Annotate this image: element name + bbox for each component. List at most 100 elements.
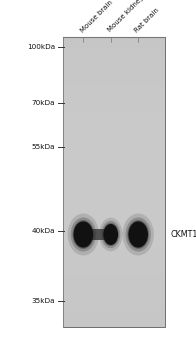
Bar [63,269,165,273]
Ellipse shape [99,218,122,251]
Bar [89,229,106,240]
Bar [63,178,165,182]
Bar [63,182,165,186]
Bar [63,309,165,313]
Bar [63,229,165,233]
Bar [63,189,165,193]
Ellipse shape [101,221,120,248]
Ellipse shape [127,220,149,249]
Bar [63,88,165,91]
Bar [63,37,165,327]
Bar [63,306,165,309]
Bar [63,266,165,269]
Bar [63,106,165,109]
Bar [63,171,165,175]
Bar [63,55,165,58]
Bar [63,51,165,55]
Bar [63,117,165,120]
Ellipse shape [103,224,118,245]
Bar [63,262,165,266]
Bar [63,69,165,73]
Text: Mouse kidney: Mouse kidney [106,0,145,33]
Bar [63,215,165,218]
Bar [63,113,165,117]
Ellipse shape [125,217,151,252]
Bar [63,73,165,77]
Bar [63,218,165,222]
Bar [63,204,165,208]
Bar [63,66,165,69]
Bar [63,84,165,88]
Bar [63,222,165,226]
Bar [63,139,165,142]
Bar [63,211,165,215]
Bar [63,44,165,48]
Bar [63,48,165,51]
Text: Rat brain: Rat brain [134,6,161,33]
Bar [63,225,165,229]
Bar [63,160,165,164]
Bar [63,291,165,295]
Ellipse shape [122,214,154,256]
Bar [63,247,165,251]
Bar [63,197,165,200]
Bar [63,287,165,291]
Bar [63,127,165,131]
Bar [63,237,165,240]
Bar [63,233,165,237]
Bar [63,208,165,211]
Bar [63,135,165,138]
Bar [63,142,165,146]
Bar [63,200,165,204]
Text: CKMT1B: CKMT1B [171,230,196,239]
Bar [63,313,165,316]
Bar [63,156,165,160]
Ellipse shape [68,214,99,256]
Text: 35kDa: 35kDa [31,298,55,304]
Text: 70kDa: 70kDa [31,100,55,106]
Bar [63,316,165,320]
Bar [63,280,165,284]
Bar [63,80,165,84]
Bar [63,102,165,106]
Bar [63,37,165,327]
Bar [63,40,165,44]
Bar [63,255,165,258]
Bar [63,149,165,153]
Bar [63,240,165,244]
Ellipse shape [128,222,148,248]
Bar [63,186,165,189]
Bar [63,298,165,302]
Bar [63,175,165,178]
Bar [63,276,165,280]
Bar [63,193,165,197]
Bar [63,62,165,66]
Bar [63,164,165,168]
Bar [63,284,165,287]
Bar [63,302,165,306]
Bar [63,153,165,156]
Bar [63,244,165,247]
Text: Mouse brain: Mouse brain [79,0,114,33]
Text: 100kDa: 100kDa [27,44,55,50]
Ellipse shape [71,217,96,252]
Text: 55kDa: 55kDa [31,144,55,150]
Bar [63,77,165,80]
Ellipse shape [74,222,93,248]
Bar [63,324,165,327]
Bar [63,131,165,135]
Ellipse shape [103,223,119,246]
Bar [63,258,165,262]
Bar [63,273,165,277]
Ellipse shape [73,220,94,249]
Bar [63,124,165,127]
Bar [63,58,165,62]
Text: 40kDa: 40kDa [31,228,55,234]
Bar [63,109,165,113]
Bar [63,320,165,324]
Bar [63,168,165,171]
Bar [63,91,165,95]
Bar [63,295,165,298]
Bar [63,146,165,149]
Bar [63,37,165,40]
